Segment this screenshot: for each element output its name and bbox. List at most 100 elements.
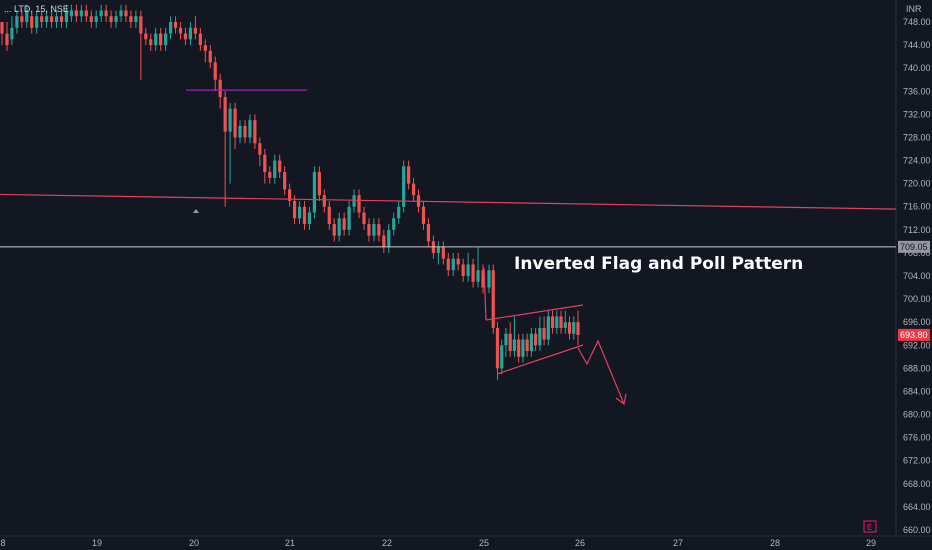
pole-line[interactable]: [483, 267, 487, 321]
candle-body[interactable]: [203, 45, 207, 51]
candle-body[interactable]: [99, 10, 103, 17]
candle-body[interactable]: [302, 206, 307, 225]
candle-body[interactable]: [149, 39, 153, 46]
descending-trendline[interactable]: [0, 193, 897, 210]
candle-body[interactable]: [188, 27, 193, 40]
candle-body[interactable]: [49, 16, 54, 22]
candle-body[interactable]: [0, 22, 4, 34]
candle-body[interactable]: [59, 16, 64, 22]
candle-body[interactable]: [84, 10, 88, 17]
candle-body[interactable]: [134, 16, 138, 22]
candle-body[interactable]: [94, 16, 98, 22]
candle-body[interactable]: [367, 224, 371, 236]
candle-body[interactable]: [25, 10, 29, 22]
candle-body[interactable]: [476, 270, 480, 282]
candle-body[interactable]: [273, 160, 277, 178]
candle-body[interactable]: [129, 16, 133, 22]
candle-body[interactable]: [576, 322, 580, 335]
candle-body[interactable]: [109, 16, 113, 22]
candle-body[interactable]: [307, 212, 312, 225]
candle-body[interactable]: [347, 206, 351, 230]
candle-body[interactable]: [441, 247, 445, 259]
candle-body[interactable]: [461, 264, 465, 276]
candle-body[interactable]: [119, 10, 123, 17]
candle-body[interactable]: [555, 316, 559, 328]
candle-body[interactable]: [253, 120, 257, 144]
candle-body[interactable]: [268, 172, 272, 178]
candle-body[interactable]: [421, 206, 426, 225]
candle-body[interactable]: [312, 172, 317, 213]
candle-body[interactable]: [243, 125, 247, 138]
candle-body[interactable]: [5, 33, 9, 46]
candle-body[interactable]: [572, 322, 576, 334]
candle-body[interactable]: [173, 22, 178, 28]
candle-body[interactable]: [20, 16, 24, 22]
candle-body[interactable]: [377, 224, 381, 236]
candle-body[interactable]: [164, 33, 168, 46]
candle-body[interactable]: [69, 10, 74, 17]
candle-body[interactable]: [15, 16, 19, 28]
candle-body[interactable]: [407, 166, 411, 184]
candle-body[interactable]: [397, 206, 401, 219]
candle-body[interactable]: [54, 16, 59, 22]
candle-body[interactable]: [387, 229, 391, 248]
candle-body[interactable]: [546, 316, 550, 340]
candle-body[interactable]: [559, 316, 563, 328]
candle-body[interactable]: [529, 333, 533, 352]
candle-body[interactable]: [208, 50, 212, 63]
candle-body[interactable]: [74, 10, 78, 17]
candle-body[interactable]: [567, 322, 572, 334]
candle-body[interactable]: [332, 224, 336, 236]
candle-body[interactable]: [357, 195, 361, 213]
candle-body[interactable]: [508, 333, 512, 352]
candle-body[interactable]: [466, 264, 470, 276]
candle-body[interactable]: [40, 16, 44, 22]
flag-upper-line[interactable]: [485, 304, 584, 321]
candle-body[interactable]: [159, 33, 163, 46]
candle-body[interactable]: [471, 264, 475, 282]
candle-body[interactable]: [223, 97, 227, 132]
candle-body[interactable]: [317, 172, 321, 196]
candle-body[interactable]: [342, 218, 346, 230]
candle-body[interactable]: [193, 27, 197, 34]
candle-body[interactable]: [297, 206, 302, 219]
candle-body[interactable]: [411, 183, 416, 196]
candle-body[interactable]: [542, 327, 546, 340]
candle-body[interactable]: [30, 16, 34, 28]
price-axis-panel[interactable]: [896, 0, 932, 550]
candle-body[interactable]: [337, 218, 341, 236]
candle-body[interactable]: [491, 270, 495, 328]
candle-body[interactable]: [534, 333, 538, 346]
candle-body[interactable]: [517, 339, 521, 357]
candle-body[interactable]: [238, 125, 242, 138]
candle-body[interactable]: [183, 33, 188, 40]
candle-body[interactable]: [218, 79, 222, 98]
candle-body[interactable]: [426, 224, 431, 242]
candle-body[interactable]: [278, 160, 282, 173]
candle-body[interactable]: [168, 22, 173, 34]
candle-body[interactable]: [446, 258, 450, 271]
flag-lower-line[interactable]: [496, 344, 584, 375]
candle-body[interactable]: [521, 339, 525, 357]
candle-body[interactable]: [228, 108, 232, 132]
candle-body[interactable]: [263, 154, 267, 173]
candle-body[interactable]: [10, 27, 14, 40]
candle-body[interactable]: [495, 327, 500, 369]
candle-body[interactable]: [392, 218, 396, 230]
candle-body[interactable]: [563, 322, 567, 328]
candle-body[interactable]: [64, 10, 69, 22]
candle-body[interactable]: [35, 16, 39, 28]
candle-body[interactable]: [487, 270, 491, 288]
candle-body[interactable]: [402, 166, 406, 207]
candle-body[interactable]: [538, 327, 542, 346]
candle-body[interactable]: [456, 258, 460, 265]
candle-body[interactable]: [104, 10, 108, 17]
candle-body[interactable]: [213, 62, 217, 80]
candle-body[interactable]: [382, 235, 386, 248]
candle-body[interactable]: [89, 16, 93, 22]
candle-body[interactable]: [322, 195, 326, 207]
candle-body[interactable]: [481, 270, 485, 288]
candle-body[interactable]: [451, 258, 455, 271]
